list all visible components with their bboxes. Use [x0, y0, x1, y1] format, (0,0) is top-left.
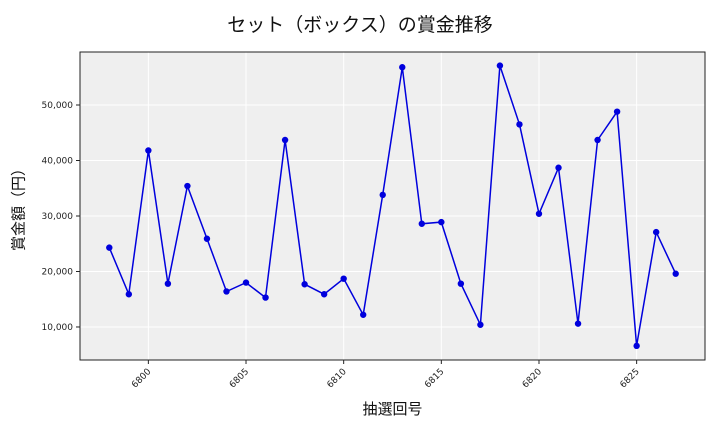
- data-point-marker: [145, 147, 152, 154]
- data-point-marker: [184, 182, 191, 190]
- data-point-marker: [633, 342, 640, 350]
- y-tick-label: 30,000: [42, 212, 74, 222]
- chart-title: セット（ボックス）の賞金推移: [227, 14, 493, 36]
- x-tick-label: 6810: [326, 367, 349, 390]
- data-point-marker: [496, 62, 504, 69]
- data-point-marker: [223, 288, 230, 295]
- data-point-marker: [477, 321, 484, 328]
- data-point-marker: [281, 136, 289, 144]
- data-point-marker: [262, 294, 269, 301]
- data-point-marker: [457, 280, 465, 287]
- data-point-marker: [594, 136, 601, 144]
- plot-frame: [79, 51, 706, 361]
- data-point-marker: [535, 210, 543, 217]
- data-point-marker: [320, 291, 328, 298]
- x-axis-ticks: 6800 6805 6810 6815 6820 6825: [130, 360, 642, 390]
- data-point-marker: [164, 280, 172, 287]
- data-point-marker: [555, 164, 562, 171]
- x-tick-label: 6805: [228, 367, 251, 390]
- x-axis-label: 抽選回号: [362, 400, 423, 418]
- data-point-marker: [242, 279, 250, 286]
- data-point-marker: [672, 270, 679, 277]
- x-tick-label: 6820: [521, 367, 544, 390]
- x-tick-label: 6800: [130, 367, 153, 390]
- x-tick-label: 6825: [618, 367, 641, 390]
- data-point-marker: [516, 121, 523, 128]
- x-tick-label: 6815: [423, 367, 446, 390]
- data-point-marker: [652, 228, 660, 236]
- series-line: [108, 65, 677, 346]
- data-point-marker: [399, 64, 406, 71]
- data-point-marker: [301, 281, 308, 288]
- data-point-marker: [106, 244, 113, 251]
- gridlines: [80, 52, 705, 360]
- data-point-marker: [613, 108, 621, 115]
- data-point-marker: [203, 235, 211, 242]
- data-point-marker: [438, 218, 445, 226]
- y-axis-ticks: 10,000 20,000 30,000 40,000 50,000: [42, 101, 80, 333]
- y-tick-label: 20,000: [42, 267, 74, 277]
- data-series: [106, 62, 679, 350]
- data-point-marker: [574, 320, 582, 327]
- data-point-marker: [125, 291, 133, 298]
- y-tick-label: 10,000: [42, 323, 74, 333]
- data-point-marker: [379, 191, 386, 199]
- data-point-marker: [418, 220, 425, 227]
- y-tick-label: 40,000: [42, 156, 74, 166]
- y-tick-label: 50,000: [42, 101, 74, 111]
- data-point-marker: [340, 275, 347, 282]
- plot-area: [80, 52, 705, 360]
- data-point-marker: [360, 311, 367, 318]
